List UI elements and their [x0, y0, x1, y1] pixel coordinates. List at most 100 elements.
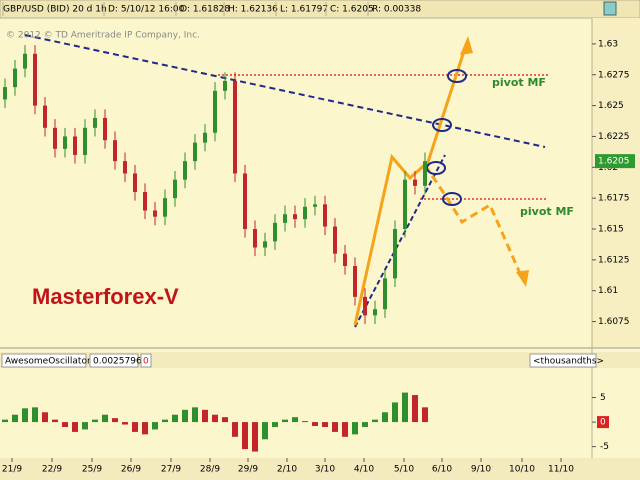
- histogram-bar: [192, 407, 198, 423]
- header-texts: GBP/USD (BID) 20 d 1h D: 5/10/12 16:00O: …: [2, 2, 421, 16]
- trend-line: [24, 34, 546, 148]
- candle-body: [63, 136, 67, 149]
- histogram-bar: [242, 422, 248, 450]
- candle-body: [403, 179, 407, 230]
- histogram-bar: [232, 422, 238, 437]
- candle-body: [33, 53, 37, 106]
- candle-body: [283, 214, 287, 223]
- candle-body: [273, 222, 277, 242]
- header-field: O: 1.61828: [180, 5, 230, 15]
- histogram-bar: [402, 392, 408, 423]
- histogram-bar: [62, 422, 68, 427]
- watermark: Masterforex-V: [32, 284, 179, 309]
- header-field: H: 1.62136: [228, 5, 278, 15]
- candle-body: [363, 296, 367, 316]
- candle-body: [313, 204, 317, 207]
- histogram-bar: [82, 422, 88, 430]
- y-tick-label: 5: [600, 393, 606, 403]
- indicator-name-box: [1, 353, 87, 368]
- marker-ellipse: [447, 69, 467, 83]
- histogram-bar: [132, 422, 138, 432]
- candle-body: [193, 142, 197, 162]
- histogram-bar: [122, 422, 128, 425]
- candle-body: [123, 161, 127, 174]
- y-tick-label: 1.6275: [598, 70, 630, 80]
- candle-body: [383, 278, 387, 310]
- indicator-header: [0, 352, 640, 368]
- x-tick-label: 10/10: [509, 465, 535, 475]
- candle-body: [23, 53, 27, 69]
- candle-body: [223, 80, 227, 91]
- candle-body: [43, 105, 47, 128]
- forecast-up: [353, 44, 468, 326]
- histogram-bar: [352, 422, 358, 435]
- candle-body: [173, 179, 177, 199]
- candle-body: [103, 117, 107, 141]
- x-tick-label: 3/10: [315, 465, 335, 475]
- candle-body: [253, 229, 257, 248]
- header-field: C: 1.6205: [330, 5, 374, 15]
- x-tick-label: 26/9: [121, 465, 141, 475]
- y-tick-label: 1.6125: [598, 255, 630, 265]
- x-tick-label: 4/10: [354, 465, 374, 475]
- histogram-bar: [422, 407, 428, 423]
- x-tick-label: 21/9: [2, 465, 22, 475]
- candle-body: [93, 117, 97, 128]
- candle-body: [323, 204, 327, 227]
- candle-body: [303, 206, 307, 220]
- candle-body: [373, 309, 377, 316]
- arrow-head: [516, 270, 529, 287]
- histogram-bar: [42, 412, 48, 423]
- histogram-bar: [302, 421, 308, 423]
- histogram-bar: [382, 412, 388, 423]
- indicator-value-box: [89, 353, 139, 368]
- header-field: GBP/USD (BID) 20 d 1h: [3, 5, 107, 15]
- annotation: pivot MF: [520, 205, 574, 218]
- price-axis: [592, 18, 640, 348]
- histogram-bar: [332, 422, 338, 432]
- histogram-bar: [32, 407, 38, 423]
- unit-label: <thousandths>: [533, 357, 604, 367]
- x-tick-label: 22/9: [42, 465, 62, 475]
- x-tick-label: 5/10: [394, 465, 414, 475]
- y-tick-label: -5: [600, 442, 609, 452]
- candle-body: [353, 266, 357, 297]
- x-tick-label: 6/10: [432, 465, 452, 475]
- copyright: © 2012 © TD Ameritrade IP Company, Inc.: [6, 31, 200, 41]
- y-tick-label: 1.6225: [598, 132, 630, 142]
- candle-body: [333, 226, 337, 254]
- candle-body: [83, 127, 87, 155]
- candle-body: [163, 198, 167, 217]
- histogram-bar: [52, 419, 58, 423]
- indicator-name: AwesomeOscillator: [5, 357, 91, 367]
- x-tick-label: 25/9: [82, 465, 102, 475]
- y-tick-label: 1.6075: [598, 317, 630, 327]
- candle-body: [213, 90, 217, 133]
- indicator-value-box: [140, 353, 152, 368]
- trend-line: [354, 154, 446, 328]
- candle-body: [293, 214, 297, 220]
- y-tick-label: 1.61: [598, 286, 618, 296]
- arrow-head: [460, 36, 473, 55]
- date-axis: [0, 458, 640, 480]
- price-tag-label: 1.6205: [598, 157, 630, 167]
- histogram-bar: [292, 417, 298, 423]
- candle-body: [343, 253, 347, 267]
- histogram-bar: [362, 422, 368, 427]
- candle-body: [13, 68, 17, 88]
- histogram-bar: [212, 414, 218, 423]
- histogram-bar: [102, 414, 108, 423]
- candle-body: [413, 179, 417, 186]
- candle-body: [183, 161, 187, 180]
- y-tick-label: 0: [600, 418, 606, 428]
- histogram-bar: [392, 402, 398, 423]
- histogram-bar: [342, 422, 348, 437]
- candle-body: [133, 173, 137, 192]
- histogram-bar: [412, 395, 418, 423]
- drawings: [24, 34, 548, 328]
- settings-icon[interactable]: [603, 1, 617, 16]
- header-field: R: 0.00338: [372, 5, 421, 15]
- header-field: D: 5/10/12 16:00: [108, 5, 185, 15]
- candle-body: [153, 210, 157, 217]
